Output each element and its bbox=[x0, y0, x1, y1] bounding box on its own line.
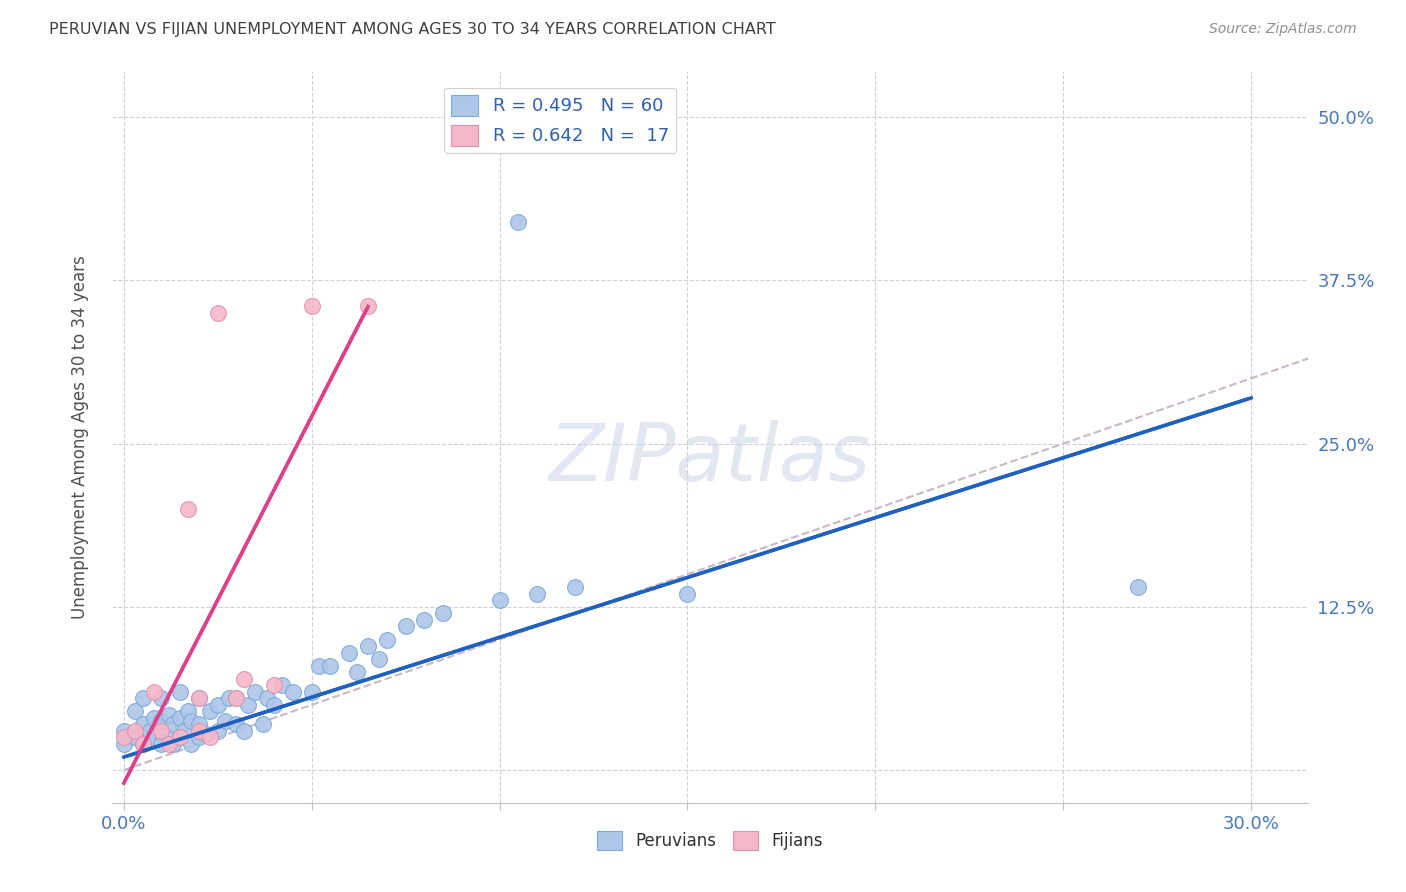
Point bbox=[207, 306, 229, 320]
Point bbox=[368, 652, 391, 666]
Point bbox=[142, 731, 165, 745]
Point bbox=[357, 639, 380, 653]
Point bbox=[207, 698, 229, 712]
Point bbox=[214, 714, 236, 728]
Point bbox=[394, 619, 416, 633]
Point bbox=[187, 691, 209, 706]
Point bbox=[256, 691, 278, 706]
Point bbox=[218, 691, 240, 706]
Point bbox=[173, 723, 195, 738]
Point bbox=[233, 723, 256, 738]
Point bbox=[169, 731, 191, 745]
Point bbox=[301, 685, 323, 699]
Point bbox=[263, 678, 285, 692]
Point bbox=[225, 691, 247, 706]
Point bbox=[162, 717, 184, 731]
Point bbox=[263, 698, 285, 712]
Point bbox=[1128, 580, 1150, 594]
Point bbox=[187, 723, 209, 738]
Point bbox=[124, 731, 146, 745]
Point bbox=[142, 711, 165, 725]
Point bbox=[150, 691, 173, 706]
Point bbox=[187, 731, 209, 745]
Point bbox=[131, 737, 153, 751]
Point bbox=[150, 737, 173, 751]
Point bbox=[176, 502, 198, 516]
Legend: Peruvians, Fijians: Peruvians, Fijians bbox=[591, 824, 830, 856]
Point bbox=[112, 731, 135, 745]
Point bbox=[413, 613, 436, 627]
Point bbox=[169, 685, 191, 699]
Point bbox=[176, 705, 198, 719]
Point bbox=[112, 737, 135, 751]
Point bbox=[508, 214, 530, 228]
Point bbox=[142, 685, 165, 699]
Point bbox=[207, 723, 229, 738]
Text: Source: ZipAtlas.com: Source: ZipAtlas.com bbox=[1209, 22, 1357, 37]
Point bbox=[169, 731, 191, 745]
Point bbox=[375, 632, 398, 647]
Point bbox=[233, 672, 256, 686]
Point bbox=[432, 607, 454, 621]
Point bbox=[346, 665, 368, 680]
Point bbox=[112, 723, 135, 738]
Point bbox=[270, 678, 292, 692]
Point bbox=[157, 737, 180, 751]
Point bbox=[236, 698, 259, 712]
Point bbox=[187, 717, 209, 731]
Point bbox=[301, 300, 323, 314]
Point bbox=[198, 705, 221, 719]
Point bbox=[319, 658, 342, 673]
Point bbox=[180, 714, 202, 728]
Point bbox=[131, 737, 153, 751]
Text: ZIPatlas: ZIPatlas bbox=[548, 420, 872, 498]
Point bbox=[225, 717, 247, 731]
Point bbox=[198, 731, 221, 745]
Point bbox=[150, 723, 173, 738]
Point bbox=[124, 723, 146, 738]
Point bbox=[139, 723, 162, 738]
Point bbox=[252, 717, 274, 731]
Point bbox=[526, 587, 548, 601]
Point bbox=[131, 717, 153, 731]
Point bbox=[281, 685, 304, 699]
Point bbox=[162, 737, 184, 751]
Point bbox=[564, 580, 586, 594]
Point bbox=[195, 726, 218, 740]
Point bbox=[245, 685, 267, 699]
Point bbox=[131, 691, 153, 706]
Point bbox=[180, 737, 202, 751]
Point bbox=[488, 593, 510, 607]
Text: PERUVIAN VS FIJIAN UNEMPLOYMENT AMONG AGES 30 TO 34 YEARS CORRELATION CHART: PERUVIAN VS FIJIAN UNEMPLOYMENT AMONG AG… bbox=[49, 22, 776, 37]
Point bbox=[169, 711, 191, 725]
Point bbox=[157, 708, 180, 723]
Point bbox=[225, 691, 247, 706]
Y-axis label: Unemployment Among Ages 30 to 34 years: Unemployment Among Ages 30 to 34 years bbox=[70, 255, 89, 619]
Point bbox=[187, 691, 209, 706]
Point bbox=[308, 658, 330, 673]
Point bbox=[337, 646, 360, 660]
Point bbox=[124, 705, 146, 719]
Point bbox=[157, 731, 180, 745]
Point bbox=[676, 587, 699, 601]
Point bbox=[150, 714, 173, 728]
Point bbox=[357, 300, 380, 314]
